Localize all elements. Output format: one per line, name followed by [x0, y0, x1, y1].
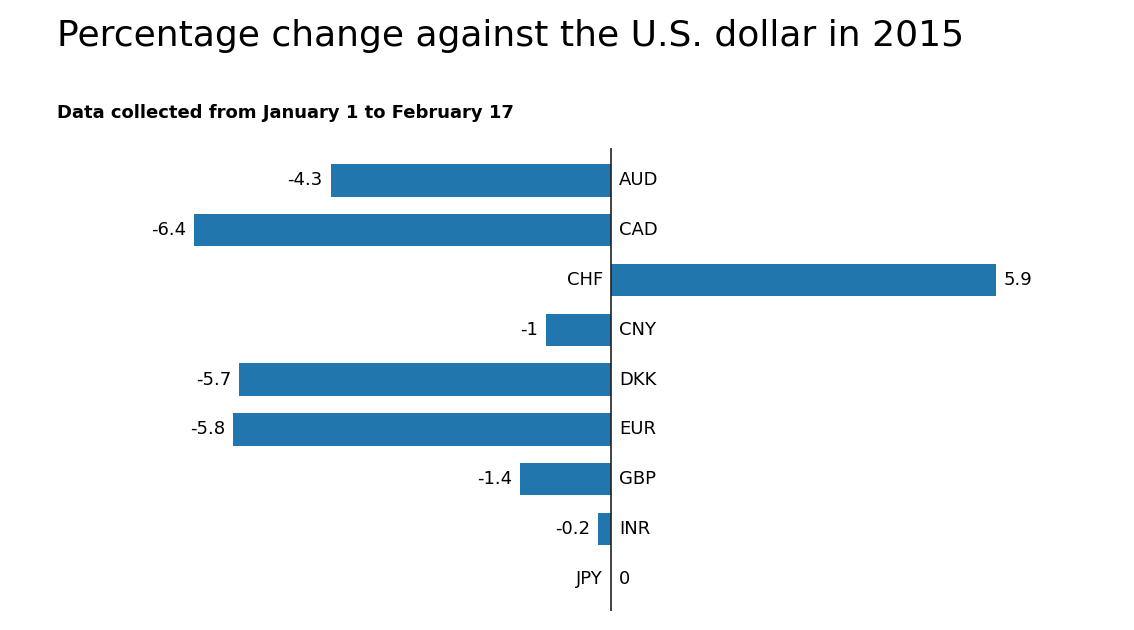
- Text: CHF: CHF: [567, 271, 603, 289]
- Text: 5.9: 5.9: [1004, 271, 1032, 289]
- Text: 0: 0: [619, 570, 631, 588]
- Bar: [331, 164, 611, 197]
- Text: -0.2: -0.2: [555, 520, 590, 538]
- Bar: [232, 413, 611, 445]
- Bar: [611, 264, 996, 296]
- Bar: [194, 214, 611, 246]
- Text: Data collected from January 1 to February 17: Data collected from January 1 to Februar…: [57, 104, 514, 122]
- Text: INR: INR: [619, 520, 650, 538]
- Text: JPY: JPY: [576, 570, 603, 588]
- Text: CAD: CAD: [619, 221, 658, 239]
- Text: Percentage change against the U.S. dollar in 2015: Percentage change against the U.S. dolla…: [57, 19, 964, 53]
- Bar: [598, 513, 611, 545]
- Bar: [545, 314, 611, 346]
- Text: -5.8: -5.8: [189, 420, 225, 438]
- Text: AUD: AUD: [619, 171, 658, 190]
- Text: -4.3: -4.3: [288, 171, 323, 190]
- Bar: [239, 364, 611, 396]
- Text: GBP: GBP: [619, 470, 655, 488]
- Text: -1: -1: [521, 321, 538, 339]
- Bar: [519, 463, 611, 495]
- Text: -5.7: -5.7: [196, 370, 231, 389]
- Text: -1.4: -1.4: [476, 470, 511, 488]
- Text: EUR: EUR: [619, 420, 655, 438]
- Text: DKK: DKK: [619, 370, 657, 389]
- Text: CNY: CNY: [619, 321, 655, 339]
- Text: -6.4: -6.4: [151, 221, 186, 239]
